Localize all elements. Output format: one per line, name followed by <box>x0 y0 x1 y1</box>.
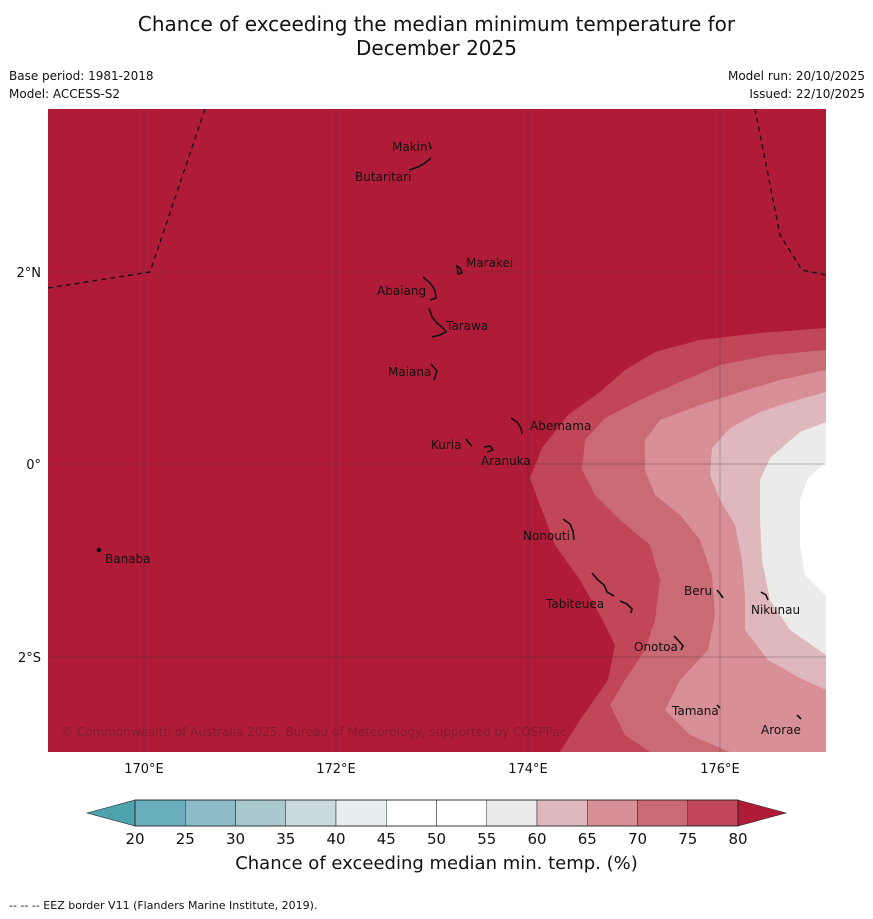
colorbar-tick-label: 40 <box>326 830 345 848</box>
lat-label: 0° <box>26 458 41 473</box>
lon-label: 176°E <box>700 762 740 777</box>
island-label: Banaba <box>105 552 151 566</box>
colorbar-segment <box>185 799 236 827</box>
island-label: Kuria <box>431 438 462 452</box>
island-label: Butaritari <box>355 170 412 184</box>
colorbar: 20 25 30 35 40 45 50 55 60 65 70 75 80 <box>85 799 788 848</box>
island-label: Arorae <box>761 723 801 737</box>
base-period: Base period: 1981-2018 <box>9 69 154 83</box>
copyright-notice: © Commonwealth of Australia 2025, Bureau… <box>61 725 566 739</box>
colorbar-tick-label: 30 <box>226 830 245 848</box>
colorbar-tick-label: 20 <box>125 830 144 848</box>
chart-title: Chance of exceeding the median minimum t… <box>0 12 873 60</box>
map-area: Makin Butaritari Marakei Abaiang Tarawa … <box>48 109 826 752</box>
island-label: Abemama <box>530 419 591 433</box>
map-gridlines <box>48 109 826 752</box>
colorbar-segment <box>285 799 337 827</box>
lat-label: 2°N <box>17 266 42 281</box>
colorbar-segment <box>335 799 387 827</box>
colorbar-segment <box>436 799 487 827</box>
colorbar-frame <box>134 799 739 827</box>
island-label: Maiana <box>388 365 431 379</box>
island-label: Tarawa <box>445 319 488 333</box>
colorbar-tick-label: 70 <box>628 830 647 848</box>
meta-right: Model run: 20/10/2025 Issued: 22/10/2025 <box>728 67 865 103</box>
colorbar-high-extension <box>737 799 788 827</box>
colorbar-segment <box>235 799 286 827</box>
issued-date: Issued: 22/10/2025 <box>749 87 865 101</box>
meta-left: Base period: 1981-2018 Model: ACCESS-S2 <box>9 67 154 103</box>
map-figure: Makin Butaritari Marakei Abaiang Tarawa … <box>17 109 826 848</box>
band-50-55 <box>800 462 826 596</box>
lon-label: 170°E <box>124 762 164 777</box>
colorbar-tick-label: 65 <box>578 830 597 848</box>
island-shapes <box>96 141 802 720</box>
colorbar-tick-label: 55 <box>477 830 496 848</box>
island-label: Marakei <box>466 256 513 270</box>
island-label: Tabiteuea <box>545 597 604 611</box>
longitude-labels: 170°E 172°E 174°E 176°E <box>124 762 740 777</box>
colorbar-segment <box>536 799 588 827</box>
colorbar-label: Chance of exceeding median min. temp. (%… <box>235 853 638 874</box>
footer-note: -- -- -- EEZ border V11 (Flanders Marine… <box>9 899 318 912</box>
lon-label: 172°E <box>316 762 356 777</box>
island-label: Onotoa <box>634 640 678 654</box>
lon-label: 174°E <box>508 762 548 777</box>
colorbar-tick-label: 80 <box>728 830 747 848</box>
lat-label: 2°S <box>18 651 41 666</box>
title-line-2: December 2025 <box>356 36 517 60</box>
colorbar-segment <box>687 799 739 827</box>
island-label: Beru <box>684 584 712 598</box>
title-line-1: Chance of exceeding the median minimum t… <box>137 12 736 36</box>
colorbar-tick-label: 50 <box>427 830 446 848</box>
colorbar-tick-labels: 20 25 30 35 40 45 50 55 60 65 70 75 80 <box>125 830 747 848</box>
eez-border <box>48 109 826 289</box>
model-run: Model run: 20/10/2025 <box>727 69 865 83</box>
island-label: Tamana <box>671 704 719 718</box>
island-label: Aranuka <box>481 454 531 468</box>
colorbar-tick-label: 25 <box>176 830 195 848</box>
colorbar-segment <box>486 799 538 827</box>
colorbar-segments <box>134 799 739 827</box>
colorbar-low-extension <box>85 799 136 827</box>
colorbar-segment <box>637 799 688 827</box>
model-name: Model: ACCESS-S2 <box>9 87 121 101</box>
island-label: Abaiang <box>377 284 426 298</box>
colorbar-segment <box>134 799 186 827</box>
island-labels: Makin Butaritari Marakei Abaiang Tarawa … <box>105 140 801 737</box>
colorbar-tick-label: 35 <box>276 830 295 848</box>
colorbar-tick-label: 45 <box>377 830 396 848</box>
island-label: Nonouti <box>523 529 570 543</box>
colorbar-tick-label: 60 <box>527 830 546 848</box>
island-label: Nikunau <box>751 603 800 617</box>
colorbar-segment <box>587 799 638 827</box>
latitude-labels: 2°N 0° 2°S <box>17 266 42 666</box>
colorbar-segment <box>386 799 437 827</box>
colorbar-tick-label: 75 <box>678 830 697 848</box>
island-label: Makin <box>392 140 428 154</box>
